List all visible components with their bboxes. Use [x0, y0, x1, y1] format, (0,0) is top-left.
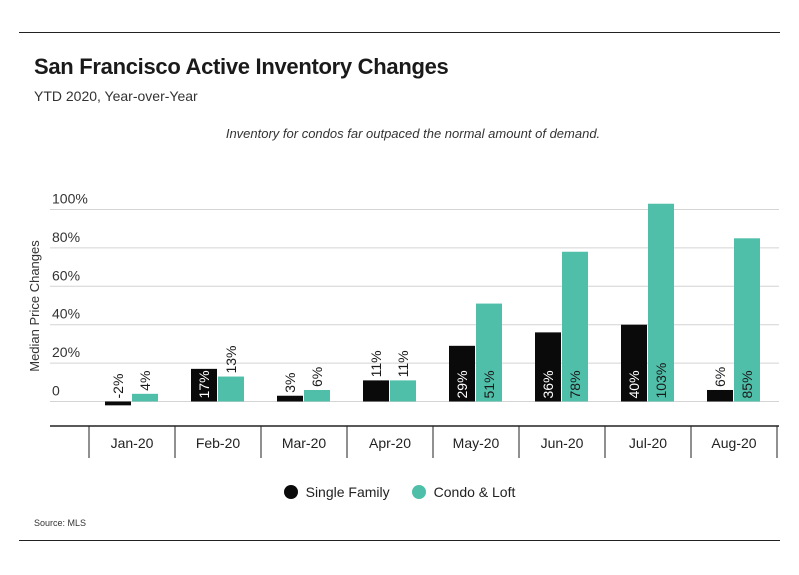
single-family-data-label: 11%	[368, 350, 384, 377]
single-family-bar	[191, 368, 217, 402]
single-family-bar	[535, 332, 561, 402]
legend-item-single-family: Single Family	[283, 484, 390, 500]
y-axis-title: Median Price Changes	[27, 240, 42, 372]
condo-loft-data-label: 4%	[137, 371, 153, 391]
legend-label-condo-loft: Condo & Loft	[433, 484, 516, 500]
condo-loft-data-label: 85%	[739, 370, 755, 398]
condo-loft-bar	[562, 251, 588, 402]
single-family-data-label: -2%	[110, 374, 126, 399]
condo-loft-data-label: 6%	[309, 367, 325, 387]
x-tick-label: Aug-20	[711, 435, 756, 451]
condo-loft-bar	[648, 203, 674, 402]
chart-annotation: Inventory for condos far outpaced the no…	[225, 126, 601, 141]
condo-loft-bar	[734, 238, 760, 402]
x-tick-label: Feb-20	[196, 435, 241, 451]
condo-loft-data-label: 78%	[567, 370, 583, 398]
legend-label-single-family: Single Family	[305, 484, 390, 500]
x-tick-label: May-20	[453, 435, 500, 451]
condo-loft-data-label: 11%	[395, 350, 411, 377]
chart-title: San Francisco Active Inventory Changes	[34, 54, 449, 79]
condo-loft-bar	[476, 303, 502, 402]
top-rule	[19, 32, 780, 33]
condo-loft-data-label: 51%	[481, 370, 497, 398]
y-tick-label: 80%	[52, 229, 80, 245]
single-family-bar	[277, 395, 303, 402]
x-tick-label: Jan-20	[111, 435, 154, 451]
condo-loft-bar	[304, 389, 330, 402]
legend-item-condo-loft: Condo & Loft	[411, 484, 516, 500]
x-tick-label: Mar-20	[282, 435, 327, 451]
condo-loft-bar	[218, 376, 244, 402]
single-family-swatch	[283, 485, 298, 499]
y-tick-label: 100%	[52, 191, 88, 207]
condo-loft-data-label: 103%	[653, 363, 669, 399]
source-note: Source: MLS	[34, 518, 87, 528]
single-family-data-label: 17%	[196, 370, 212, 398]
single-family-data-label: 40%	[626, 370, 642, 398]
y-tick-label: 20%	[52, 344, 80, 360]
y-tick-label: 40%	[52, 306, 80, 322]
condo-loft-bar	[390, 380, 416, 402]
chart-subtitle: YTD 2020, Year-over-Year	[34, 88, 198, 104]
single-family-bar	[621, 324, 647, 402]
single-family-data-label: 29%	[454, 370, 470, 398]
condo-loft-data-label: 13%	[223, 346, 239, 374]
condo-loft-swatch	[411, 485, 426, 499]
y-tick-label: 60%	[52, 267, 80, 283]
single-family-bar	[449, 345, 475, 402]
x-tick-label: Jun-20	[541, 435, 584, 451]
x-tick-label: Apr-20	[369, 435, 411, 451]
single-family-data-label: 6%	[712, 367, 728, 387]
single-family-data-label: 36%	[540, 370, 556, 398]
bottom-rule	[19, 540, 780, 541]
single-family-bar	[363, 380, 389, 402]
condo-loft-bar	[132, 393, 158, 402]
single-family-bar	[105, 401, 131, 406]
x-tick-label: Jul-20	[629, 435, 667, 451]
y-tick-label: 0	[52, 383, 60, 399]
single-family-data-label: 3%	[282, 373, 298, 393]
legend: Single Family Condo & Loft	[0, 484, 799, 500]
single-family-bar	[707, 389, 733, 402]
